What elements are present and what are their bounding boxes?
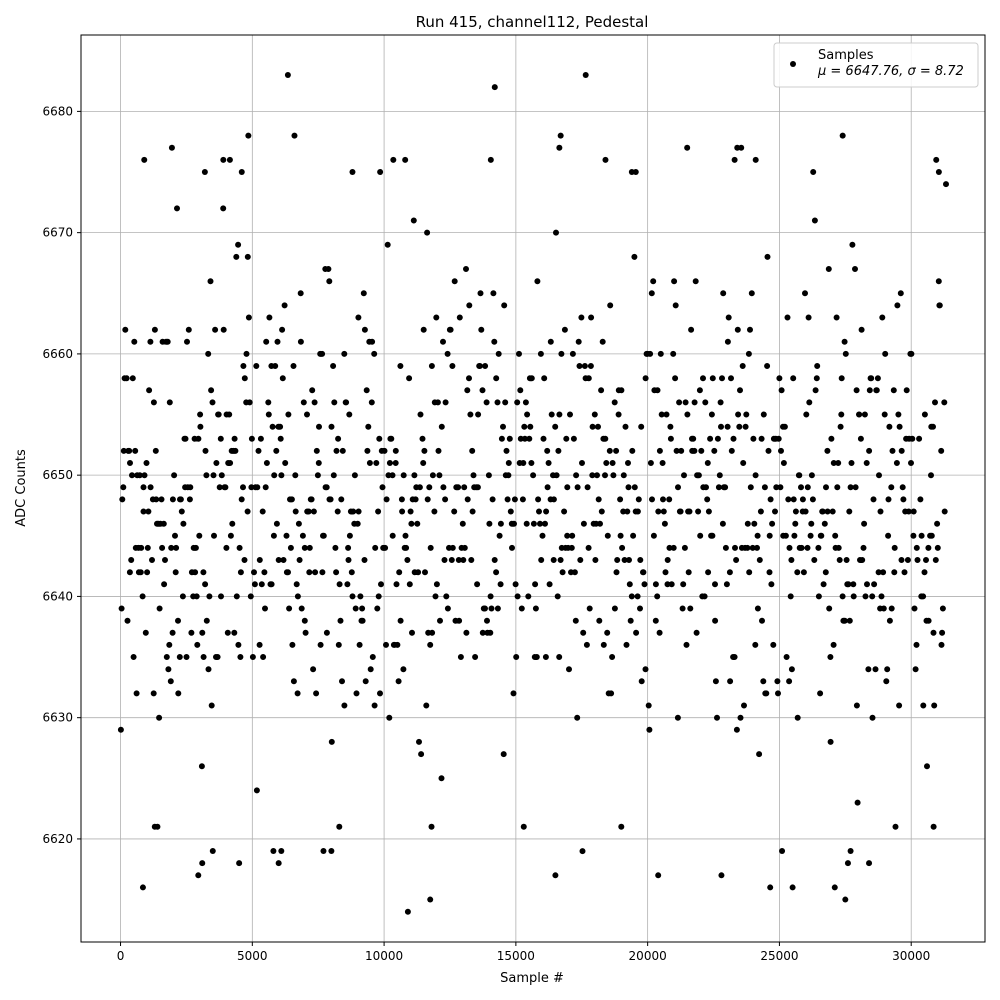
sample-point [226, 156, 233, 163]
sample-point [487, 156, 494, 163]
legend: Samples μ = 6647.76, σ = 8.72 [773, 42, 979, 88]
legend-box [773, 42, 979, 88]
sample-point [195, 872, 202, 879]
chart-title: Run 415, channel112, Pedestal [416, 13, 649, 31]
x-tick-label: 5000 [237, 949, 268, 963]
sample-point [270, 848, 277, 855]
sample-point [284, 72, 291, 79]
y-tick-label: 6670 [42, 226, 73, 240]
x-tick-label: 30000 [892, 949, 930, 963]
sample-point [684, 144, 691, 151]
sample-point [220, 156, 227, 163]
x-axis-label: Sample # [500, 971, 564, 986]
sample-point [731, 156, 738, 163]
sample-point [349, 169, 356, 176]
sample-point [291, 132, 298, 139]
x-tick-label: 25000 [760, 949, 798, 963]
sample-point [767, 884, 774, 891]
axis-ticks: 0 5000 10000 15000 20000 25000 30000 6620 6630 66… [42, 104, 930, 963]
sample-point [618, 823, 625, 830]
sample-point [582, 72, 589, 79]
sample-point [842, 896, 849, 903]
sample-point [602, 156, 609, 163]
sample-point [933, 156, 940, 163]
sample-point [552, 872, 559, 879]
sample-point [839, 132, 846, 139]
y-axis-label: ADC Counts [14, 449, 29, 527]
y-tick-label: 6620 [42, 832, 73, 846]
sample-point [238, 169, 245, 176]
y-tick-label: 6650 [42, 468, 73, 482]
sample-point [139, 884, 146, 891]
sample-point [866, 860, 873, 867]
x-tick-label: 15000 [497, 949, 535, 963]
sample-point [168, 144, 175, 151]
data-points [117, 72, 949, 915]
sample-point [209, 848, 216, 855]
sample-point [336, 823, 343, 830]
x-tick-label: 10000 [365, 949, 403, 963]
y-tick-label: 6680 [42, 104, 73, 118]
sample-point [789, 884, 796, 891]
sample-point [655, 872, 662, 879]
legend-label: Samples [818, 48, 874, 63]
legend-marker-dot [790, 61, 796, 67]
sample-point [557, 132, 564, 139]
sample-point [320, 848, 327, 855]
sample-point [718, 872, 725, 879]
sample-point [402, 156, 409, 163]
sample-point [275, 860, 282, 867]
sample-point [236, 860, 243, 867]
sample-point [245, 132, 252, 139]
sample-point [738, 144, 745, 151]
sample-point [377, 169, 384, 176]
sample-point [831, 884, 838, 891]
y-tick-label: 6640 [42, 589, 73, 603]
sample-point [141, 156, 148, 163]
sample-point [520, 823, 527, 830]
sample-point [935, 169, 942, 176]
sample-point [390, 156, 397, 163]
sample-points [117, 72, 949, 915]
sample-point [491, 84, 498, 91]
sample-point [328, 848, 335, 855]
plot-frame [80, 34, 986, 943]
sample-point [556, 144, 563, 151]
sample-point [844, 860, 851, 867]
sample-point [278, 848, 285, 855]
legend-stats: μ = 6647.76, σ = 8.72 [817, 64, 964, 79]
sample-point [847, 848, 854, 855]
sample-point [779, 848, 786, 855]
sample-point [199, 860, 206, 867]
sample-point [154, 823, 161, 830]
x-tick-label: 20000 [629, 949, 667, 963]
y-tick-label: 6630 [42, 711, 73, 725]
sample-point [428, 823, 435, 830]
sample-point [632, 169, 639, 176]
sample-point [427, 896, 434, 903]
sample-point [201, 169, 208, 176]
sample-point [752, 156, 759, 163]
x-tick-label: 0 [117, 949, 125, 963]
sample-point [930, 823, 937, 830]
y-tick-label: 6660 [42, 347, 73, 361]
